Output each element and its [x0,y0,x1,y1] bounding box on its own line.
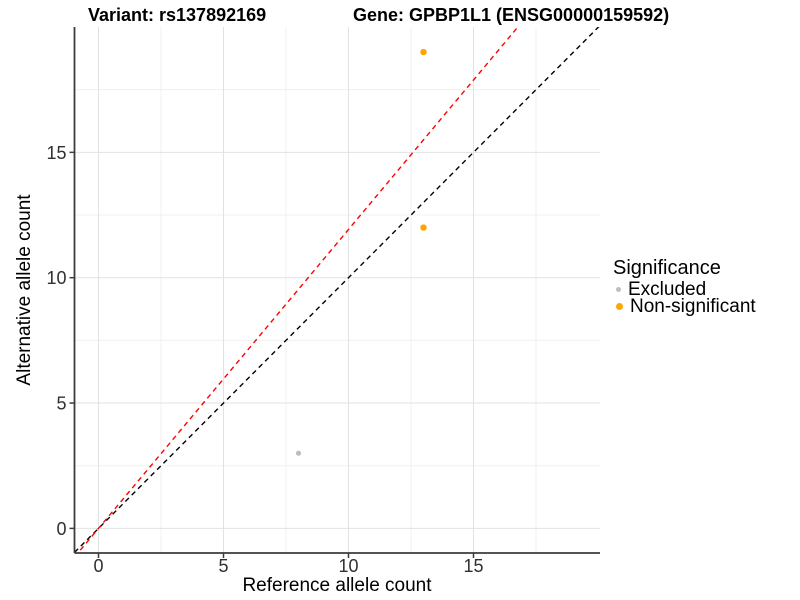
legend-title: Significance [613,257,721,279]
y-tick-label: 10 [46,268,66,288]
data-point-excluded [295,450,302,456]
data-points [295,48,427,456]
non-significant-dot-icon [616,303,623,310]
y-axis-title: Alternative allele count [14,194,35,386]
x-tick-label: 10 [338,556,358,576]
y-tick-label: 0 [56,519,66,539]
gene-title: Gene: GPBP1L1 (ENSG00000159592) [353,5,670,25]
legend-item-excluded: Excluded [613,279,756,300]
tick-marks [69,151,475,558]
major-gridlines [74,27,600,553]
legend-item-non-significant: Non-significant [613,296,756,317]
reference-lines [74,27,600,553]
legend: Significance Excluded Non-significant [613,256,756,317]
minor-gridlines [74,27,600,553]
legend-item-label: Excluded [628,279,707,300]
x-axis-title: Reference allele count [242,575,432,596]
variant-title: Variant: rs137892169 [88,5,267,25]
data-point-non-significant [420,224,427,231]
x-tick-label: 0 [93,556,103,576]
y-tick-label: 5 [56,394,66,414]
x-tick-label: 5 [218,556,228,576]
identity-line [74,27,600,553]
axis-lines [73,27,600,554]
tick-labels: 0 5 10 15 0 5 10 15 [46,143,483,576]
excluded-dot-icon [616,287,621,292]
data-point-non-significant [420,48,427,56]
allelic-ratio-line [77,27,519,553]
legend-item-label: Non-significant [630,296,756,317]
x-tick-label: 15 [463,556,483,576]
y-tick-label: 15 [46,143,66,163]
